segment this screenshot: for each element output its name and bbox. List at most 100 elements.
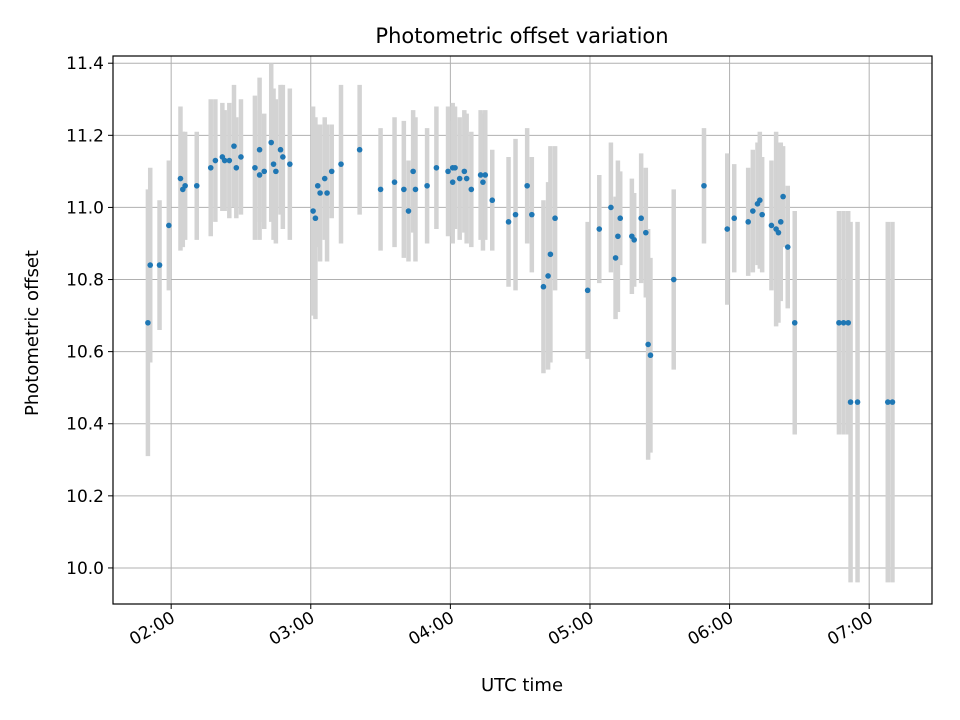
errorbars xyxy=(145,63,895,583)
data-point xyxy=(226,157,233,164)
x-tick-label: 02:00 xyxy=(126,608,178,650)
data-point xyxy=(468,186,475,193)
data-point xyxy=(207,164,214,171)
y-tick-label: 10.6 xyxy=(66,343,104,363)
data-point xyxy=(310,208,316,214)
data-point xyxy=(480,179,486,185)
data-point xyxy=(324,190,330,196)
data-point xyxy=(524,182,530,189)
data-point xyxy=(780,193,786,200)
data-point xyxy=(268,139,275,146)
x-tick-label: 05:00 xyxy=(545,608,597,650)
data-point xyxy=(505,219,512,225)
data-point xyxy=(482,172,489,178)
data-point xyxy=(784,244,791,250)
data-point xyxy=(193,182,200,189)
data-point xyxy=(724,226,731,232)
data-point xyxy=(768,222,775,229)
data-point xyxy=(233,164,240,171)
data-point xyxy=(221,157,228,164)
x-tick-label: 07:00 xyxy=(824,608,876,650)
data-point xyxy=(547,251,554,258)
data-point xyxy=(177,175,184,182)
data-point xyxy=(287,161,293,167)
data-point xyxy=(617,215,624,222)
data-point xyxy=(412,186,419,193)
data-point xyxy=(391,179,398,185)
data-point xyxy=(847,399,854,405)
data-point xyxy=(317,190,323,196)
x-tick-label: 03:00 xyxy=(266,608,318,650)
data-point xyxy=(270,161,277,167)
data-point xyxy=(424,182,430,189)
data-point xyxy=(280,154,286,160)
data-point xyxy=(552,215,558,222)
y-tick-label: 10.8 xyxy=(66,271,104,291)
data-points xyxy=(145,139,896,405)
data-point xyxy=(670,276,677,283)
data-point xyxy=(238,154,244,160)
data-point xyxy=(750,208,756,214)
data-point xyxy=(845,319,852,326)
y-tick-label: 10.0 xyxy=(66,559,104,579)
data-point xyxy=(261,168,268,175)
data-point xyxy=(775,229,782,236)
data-point xyxy=(314,182,321,189)
data-point xyxy=(489,197,496,204)
data-point xyxy=(791,319,798,326)
data-point xyxy=(256,172,263,178)
data-point xyxy=(456,175,463,182)
data-point xyxy=(631,237,637,243)
data-point xyxy=(777,219,784,225)
data-point xyxy=(252,164,258,171)
data-point xyxy=(884,399,891,405)
y-tick-label: 10.2 xyxy=(66,487,104,507)
data-point xyxy=(461,168,468,175)
data-point xyxy=(615,233,621,240)
data-point xyxy=(854,399,861,405)
y-axis-ticks: 10.0 10.2 10.4 10.6 10.8 11.0 11.2 11.4 xyxy=(66,54,113,579)
x-tick-label: 04:00 xyxy=(405,608,457,650)
data-point xyxy=(145,319,151,326)
x-axis-label: UTC time xyxy=(481,675,563,696)
data-point xyxy=(840,319,847,326)
data-point xyxy=(889,399,896,405)
data-point xyxy=(836,319,842,326)
data-point xyxy=(745,219,751,225)
x-axis-ticks: 02:00 03:00 04:00 05:00 06:00 07:00 xyxy=(126,604,877,650)
data-point xyxy=(401,186,407,193)
plot-frame xyxy=(112,55,933,605)
data-point xyxy=(463,175,470,182)
data-point xyxy=(449,179,456,185)
data-point xyxy=(410,168,416,175)
data-point xyxy=(273,168,279,175)
data-point xyxy=(612,255,619,261)
data-point xyxy=(377,186,384,193)
data-point xyxy=(231,143,237,149)
data-point xyxy=(338,161,344,167)
x-tick-label: 06:00 xyxy=(685,608,737,650)
data-point xyxy=(477,172,484,178)
y-tick-label: 10.4 xyxy=(66,415,104,435)
grid xyxy=(113,56,932,604)
y-axis-label: Photometric offset xyxy=(22,250,43,416)
data-point xyxy=(312,215,319,222)
data-point xyxy=(321,175,328,182)
data-point xyxy=(643,229,649,236)
data-point xyxy=(731,215,738,222)
data-point xyxy=(356,146,363,153)
data-point xyxy=(759,211,765,218)
data-point xyxy=(212,157,219,164)
data-point xyxy=(512,211,519,218)
data-point xyxy=(147,262,154,268)
data-point xyxy=(256,146,263,153)
data-point xyxy=(540,283,547,290)
data-point xyxy=(182,182,188,189)
data-point xyxy=(638,215,644,222)
data-point xyxy=(452,164,458,171)
y-tick-label: 11.0 xyxy=(66,198,104,218)
data-point xyxy=(277,146,284,153)
data-point xyxy=(433,164,440,171)
data-point xyxy=(647,352,654,359)
